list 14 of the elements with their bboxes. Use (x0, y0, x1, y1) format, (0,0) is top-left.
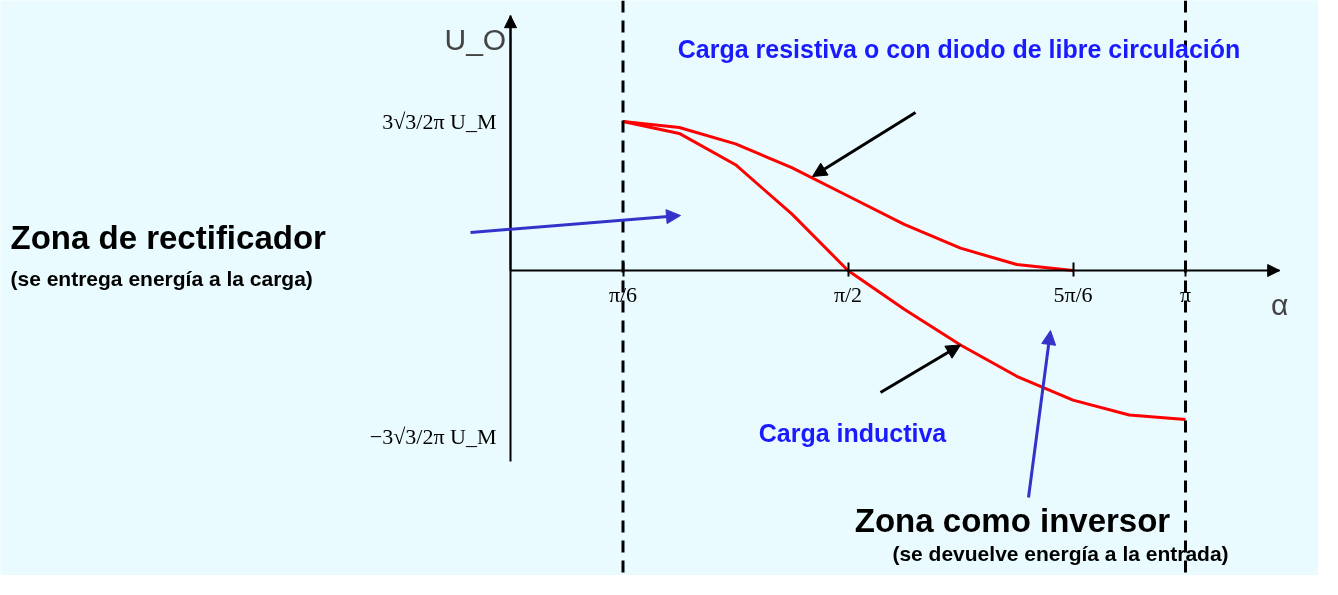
x-tick-label: π/6 (608, 281, 638, 307)
text: Zona como inversor (854, 502, 1171, 539)
text: (se entrega energía a la carga) (10, 267, 313, 290)
text: Carga resistiva o con diodo de libre circulación (677, 34, 1241, 63)
text: −3√3/2π U_M (369, 424, 497, 449)
y-axis-title: U_O (444, 23, 507, 57)
annotation: Carga inductiva (758, 418, 948, 447)
x-tick-label: 5π/6 (1053, 281, 1093, 307)
text: 3√3/2π U_M (382, 109, 497, 134)
text: (se devuelve energía a la entrada) (892, 542, 1229, 565)
x-tick-label: π (1179, 281, 1192, 307)
x-tick-label: π/2 (833, 281, 863, 307)
x-axis-title: α (1271, 288, 1289, 322)
text: Zona de rectificador (10, 219, 327, 256)
